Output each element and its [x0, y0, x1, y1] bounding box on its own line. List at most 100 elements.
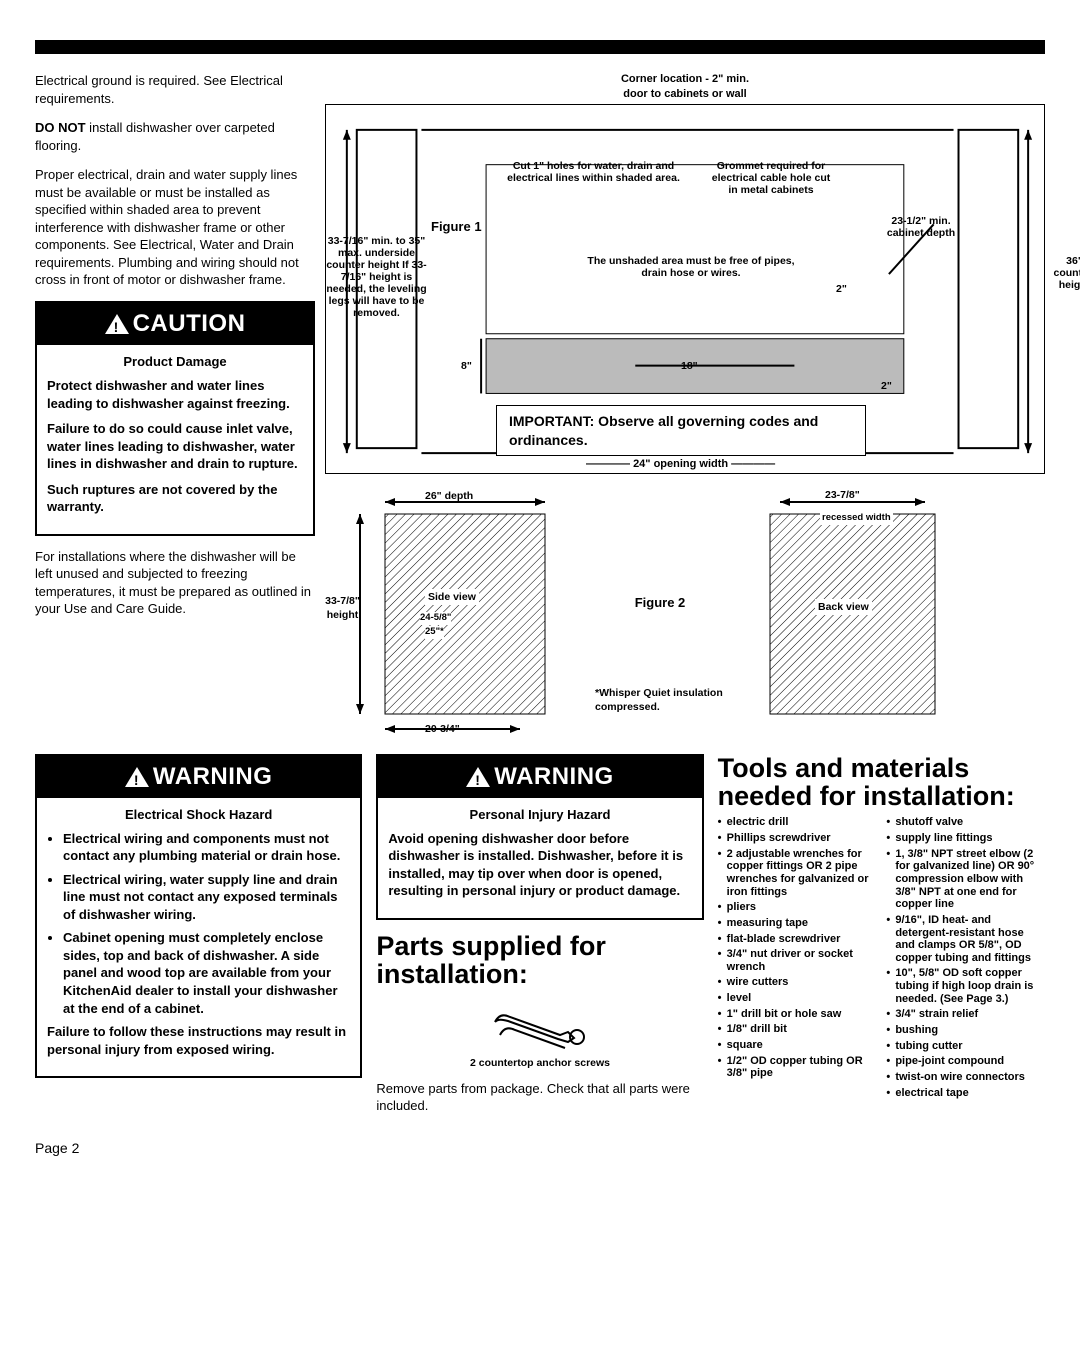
fig1-corner-text: Corner location - 2" min.: [621, 73, 749, 85]
fig2-245: 24-5/8": [420, 612, 451, 625]
lower-three-col: WARNING Electrical Shock Hazard Electric…: [35, 754, 1045, 1121]
fig1-ch: 36" countert height: [1047, 255, 1080, 291]
tool-item: supply line fittings: [886, 832, 1045, 845]
fig2-side-label: Side view: [425, 589, 479, 605]
tool-item: electrical tape: [886, 1087, 1045, 1100]
tool-item: 2 adjustable wrenches for copper fitting…: [718, 848, 877, 899]
warning1-li1: Electrical wiring and components must no…: [63, 830, 350, 865]
tool-item: 1" drill bit or hole saw: [718, 1008, 877, 1021]
fig2-side: 26" depth 33-7/8" height Side view 24-5/…: [325, 484, 585, 739]
tool-item: 3/4" nut driver or socket wrench: [718, 948, 877, 973]
tool-item: shutoff valve: [886, 816, 1045, 829]
tool-item: measuring tape: [718, 917, 877, 930]
tool-item: Phillips screwdriver: [718, 832, 877, 845]
fig1-2b: 2": [881, 380, 892, 392]
warning1-box: WARNING Electrical Shock Hazard Electric…: [35, 754, 362, 1079]
warning1-head: WARNING: [37, 756, 360, 798]
fig2-whisper: *Whisper Quiet insulation compressed.: [595, 686, 725, 714]
tools-right: shutoff valve supply line fittings 1, 3/8"…: [886, 816, 1045, 1102]
tool-item: flat-blade screwdriver: [718, 933, 877, 946]
fig1-ow: ———— 24" opening width ————: [586, 457, 775, 472]
caution-head-text: CAUTION: [133, 308, 246, 340]
intro-p1: Electrical ground is required. See Elect…: [35, 72, 315, 107]
fig2-recessed-lbl: recessed width: [820, 512, 893, 525]
tools-left: electric drill Phillips screwdriver 2 adju…: [718, 816, 877, 1102]
fig1-important: IMPORTANT: Observe all governing codes a…: [496, 405, 866, 457]
parts-text: Remove parts from package. Check that al…: [376, 1080, 703, 1115]
figure-2-row: 26" depth 33-7/8" height Side view 24-5/…: [325, 484, 1045, 739]
tool-item: 3/4" strain relief: [886, 1008, 1045, 1021]
main-layout: Electrical ground is required. See Elect…: [35, 72, 1045, 739]
tool-item: 1, 3/8" NPT street elbow (2 for galvaniz…: [886, 848, 1045, 911]
tools-title: Tools and materials needed for installat…: [718, 754, 1045, 811]
parts-p1: Remove parts from package. Check that al…: [376, 1080, 703, 1115]
intro-p2: DO NOT install dishwasher over carpeted …: [35, 119, 315, 154]
donot: DO NOT: [35, 120, 86, 135]
caution-box: CAUTION Product Damage Protect dishwashe…: [35, 301, 315, 536]
fig2-203: 20-3/4": [425, 722, 460, 736]
fig1-depth: 23-1/2" min. cabinet depth: [881, 215, 961, 239]
warning2-head-text: WARNING: [494, 761, 614, 793]
warning1-head-text: WARNING: [153, 761, 273, 793]
warning-triangle-icon: [125, 767, 149, 787]
tool-item: twist-on wire connectors: [886, 1071, 1045, 1084]
warning2-p1: Avoid opening dishwasher door before dis…: [388, 830, 691, 900]
col2: WARNING Personal Injury Hazard Avoid ope…: [376, 754, 703, 1121]
tool-item: wire cutters: [718, 976, 877, 989]
tool-item: tubing cutter: [886, 1040, 1045, 1053]
col1: WARNING Electrical Shock Hazard Electric…: [35, 754, 362, 1121]
caution-p3: Such ruptures are not covered by the war…: [47, 481, 303, 516]
fig2-back-label: Back view: [815, 599, 872, 615]
caution-body: Product Damage Protect dishwasher and wa…: [37, 345, 313, 533]
tool-item: 1/2" OD copper tubing OR 3/8" pipe: [718, 1055, 877, 1080]
col3: Tools and materials needed for installat…: [718, 754, 1045, 1121]
warning1-li2: Electrical wiring, water supply line and…: [63, 871, 350, 924]
caution-p1: Protect dishwasher and water lines leadi…: [47, 377, 303, 412]
tool-item: electric drill: [718, 816, 877, 829]
warning2-box: WARNING Personal Injury Hazard Avoid ope…: [376, 754, 703, 920]
anchor-caption: 2 countertop anchor screws: [376, 1056, 703, 1070]
tool-item: pipe-joint compound: [886, 1055, 1045, 1068]
caution-p2: Failure to do so could cause inlet valve…: [47, 420, 303, 473]
tool-item: bushing: [886, 1024, 1045, 1037]
warning2-body: Personal Injury Hazard Avoid opening dis…: [378, 798, 701, 918]
fig1-2a: 2": [836, 283, 847, 295]
warning-triangle-icon: [466, 767, 490, 787]
fig1-18: 18": [681, 360, 698, 372]
tools-grid: electric drill Phillips screwdriver 2 adju…: [718, 816, 1045, 1102]
warning1-tail: Failure to follow these instructions may…: [47, 1023, 350, 1058]
tool-item: square: [718, 1039, 877, 1052]
fig2-back: 23-7/8" recessed width Back view: [735, 484, 965, 739]
caution-header: CAUTION: [37, 303, 313, 345]
fig1-grommet: Grommet required for electrical cable ho…: [706, 160, 836, 196]
fig2-recessed-w: 23-7/8": [825, 488, 860, 502]
anchor-screws-icon: [485, 997, 595, 1052]
intro-p3: Proper electrical, drain and water suppl…: [35, 166, 315, 289]
fig1-8: 8": [461, 360, 472, 372]
warning1-li3: Cabinet opening must completely enclose …: [63, 929, 350, 1017]
warning-triangle-icon: [105, 314, 129, 334]
fig1-corner: Corner location - 2" min. door to cabine…: [325, 72, 1045, 102]
caution-sub: Product Damage: [47, 353, 303, 371]
fig1-minh: 33-7/16" min. to 35" max. underside coun…: [324, 235, 429, 319]
fig1-label: Figure 1: [431, 220, 482, 235]
fig2-label: Figure 2: [595, 594, 725, 612]
fig1-door-text: door to cabinets or wall: [623, 88, 746, 100]
figure-1: Figure 1 Cut 1" holes for water, drain a…: [325, 104, 1045, 474]
fig1-unshaded: The unshaded area must be free of pipes,…: [586, 255, 796, 279]
tool-item: 9/16", ID heat- and detergent-resistant …: [886, 914, 1045, 965]
warning1-body: Electrical Shock Hazard Electrical wirin…: [37, 798, 360, 1076]
tool-item: level: [718, 992, 877, 1005]
tool-item: 10", 5/8" OD soft copper tubing if high …: [886, 967, 1045, 1005]
warning2-head: WARNING: [378, 756, 701, 798]
fig2-25: 25"*: [425, 626, 444, 639]
left-column: Electrical ground is required. See Elect…: [35, 72, 315, 739]
fig2-height: 33-7/8" height: [320, 594, 365, 622]
fig1-cut: Cut 1" holes for water, drain and electr…: [501, 160, 686, 184]
warning1-list: Electrical wiring and components must no…: [47, 830, 350, 1017]
warning1-sub: Electrical Shock Hazard: [47, 806, 350, 824]
fig2-depth: 26" depth: [425, 489, 473, 503]
page-number: Page 2: [35, 1139, 1045, 1158]
top-bar: [35, 40, 1045, 54]
fig2-caption-mid: Figure 2 *Whisper Quiet insulation compr…: [595, 484, 725, 739]
